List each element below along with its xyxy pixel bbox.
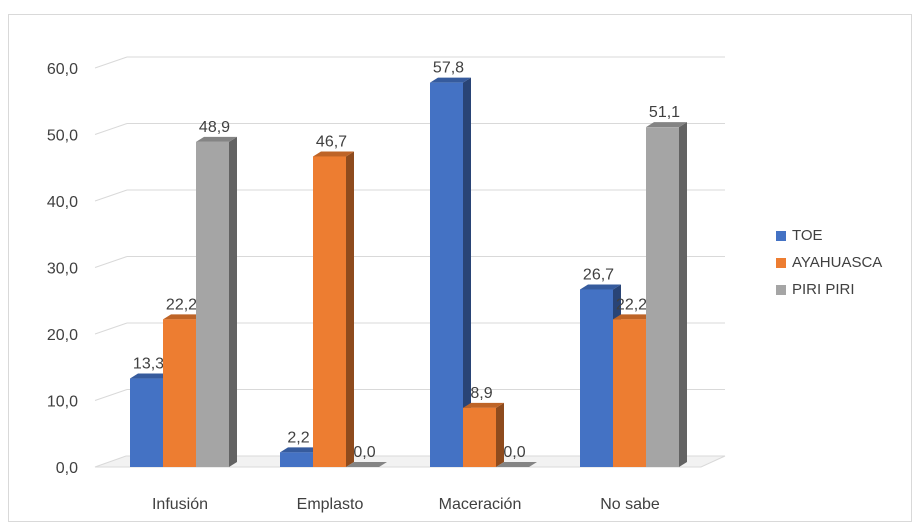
- legend-label-toe: TOE: [792, 227, 823, 244]
- data-label: 2,2: [287, 429, 309, 446]
- y-tick-label: 60,0: [47, 61, 78, 78]
- gridline-diagonal: [94, 56, 128, 69]
- bar-piri-piri-2: [496, 462, 537, 467]
- x-tick-label: Infusión: [152, 496, 208, 513]
- legend-swatch-toe: [776, 230, 786, 241]
- bar-piri-piri-1: [346, 462, 387, 467]
- legend-item-ayahuasca: AYAHUASCA: [776, 249, 882, 276]
- gridline-diagonal: [94, 389, 128, 401]
- chart-legend: TOE AYAHUASCA PIRI PIRI: [776, 222, 882, 303]
- data-label: 57,8: [433, 60, 464, 77]
- x-tick-label: No sabe: [600, 496, 660, 513]
- gridline-diagonal: [94, 322, 128, 335]
- legend-swatch-ayahuasca: [776, 257, 786, 268]
- gridline-diagonal: [94, 189, 128, 202]
- y-tick-label: 20,0: [47, 327, 78, 344]
- data-label: 26,7: [583, 266, 614, 283]
- data-label: 0,0: [353, 444, 375, 461]
- bar-piri-piri-3: [646, 122, 687, 467]
- data-label: 22,2: [166, 296, 197, 313]
- legend-item-toe: TOE: [776, 222, 882, 249]
- legend-swatch-piri-piri: [776, 284, 786, 295]
- y-tick-label: 10,0: [47, 394, 78, 411]
- data-label: 46,7: [316, 133, 347, 150]
- data-label: 8,9: [470, 385, 492, 402]
- legend-label-piri-piri: PIRI PIRI: [792, 281, 855, 298]
- data-label: 22,2: [616, 296, 647, 313]
- gridline-diagonal: [94, 123, 128, 135]
- legend-item-piri-piri: PIRI PIRI: [776, 276, 882, 303]
- bar-piri-piri-0: [196, 136, 237, 467]
- y-tick-label: 50,0: [47, 128, 78, 145]
- y-tick-label: 40,0: [47, 194, 78, 211]
- chart-area: 0,0 10,0 20,0 30,0 40,0 50,0 60,0 13,3 22,2 48,9 I…: [8, 14, 912, 522]
- y-tick-label: 30,0: [47, 261, 78, 278]
- bar-ayahuasca-2: [463, 402, 504, 467]
- bar-ayahuasca-1: [313, 151, 354, 467]
- data-label: 13,3: [133, 356, 164, 373]
- x-tick-label: Emplasto: [297, 496, 364, 513]
- data-label: 48,9: [199, 119, 230, 136]
- legend-label-ayahuasca: AYAHUASCA: [792, 254, 883, 271]
- data-label: 0,0: [503, 444, 525, 461]
- gridline-diagonal: [94, 256, 128, 268]
- data-label: 51,1: [649, 104, 680, 121]
- x-tick-label: Maceración: [439, 496, 522, 513]
- y-tick-label: 0,0: [56, 460, 78, 477]
- bar-toe-2: [430, 77, 471, 467]
